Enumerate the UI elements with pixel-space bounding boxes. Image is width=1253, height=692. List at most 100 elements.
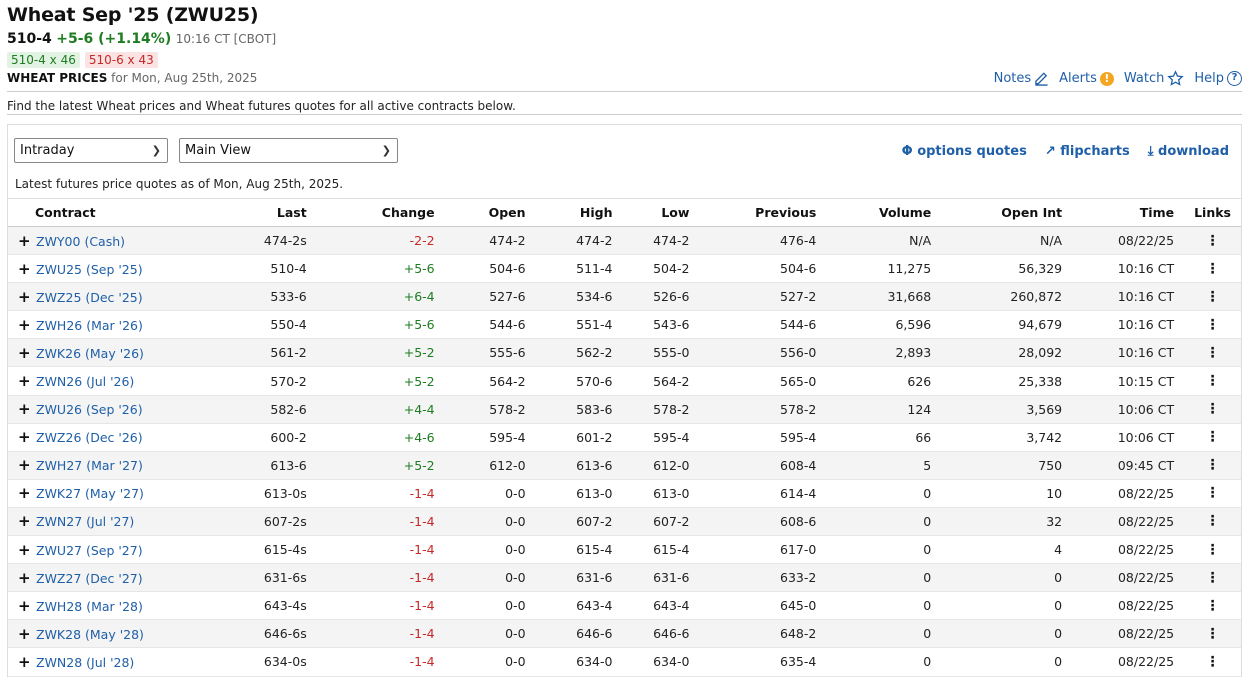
links-cell: ⋮: [1184, 282, 1241, 312]
period-select[interactable]: Intraday ❯: [14, 138, 168, 163]
more-vertical-icon[interactable]: ⋮: [1205, 625, 1220, 642]
help-link[interactable]: Help ?: [1194, 71, 1242, 86]
expand-plus-icon[interactable]: +: [18, 596, 31, 615]
col-high[interactable]: High: [535, 198, 623, 227]
expand-plus-icon[interactable]: +: [18, 456, 31, 475]
contract-link[interactable]: ZWZ25 (Dec '25): [36, 289, 143, 305]
high-cell: 583-6: [535, 395, 623, 424]
watch-link[interactable]: Watch: [1124, 70, 1185, 87]
last-cell: 582-6: [153, 395, 317, 424]
volume-cell: 0: [826, 563, 942, 593]
table-row: + ZWN27 (Jul '27) 607-2s -1-4 0-0 607-2 607-2 6…: [8, 507, 1241, 537]
links-cell: ⋮: [1184, 619, 1241, 649]
expand-plus-icon[interactable]: +: [18, 343, 31, 362]
volume-cell: 11,275: [826, 254, 942, 284]
expand-plus-icon[interactable]: +: [18, 568, 31, 587]
low-cell: 607-2: [622, 507, 700, 537]
high-cell: 634-0: [535, 647, 623, 677]
time-cell: 08/22/25: [1072, 226, 1185, 256]
expand-plus-icon[interactable]: +: [18, 428, 31, 447]
last-cell: 561-2: [153, 338, 317, 368]
open-cell: 555-6: [444, 338, 536, 368]
col-contract[interactable]: Contract: [8, 198, 154, 227]
contract-link[interactable]: ZWN28 (Jul '28): [36, 654, 135, 670]
col-open-int[interactable]: Open Int: [941, 198, 1073, 227]
low-cell: 631-6: [622, 563, 700, 593]
volume-cell: 0: [826, 591, 942, 621]
contract-link[interactable]: ZWZ27 (Dec '27): [36, 570, 143, 586]
expand-plus-icon[interactable]: +: [18, 372, 31, 391]
col-time[interactable]: Time: [1072, 198, 1185, 227]
contract-link[interactable]: ZWH28 (Mar '28): [36, 598, 143, 614]
contract-link[interactable]: ZWU26 (Sep '26): [36, 402, 143, 418]
contract-link[interactable]: ZWN26 (Jul '26): [36, 374, 135, 390]
change-cell: -1-4: [316, 563, 445, 593]
expand-plus-icon[interactable]: +: [18, 231, 31, 250]
change-cell: -1-4: [316, 507, 445, 537]
more-vertical-icon[interactable]: ⋮: [1205, 232, 1220, 249]
contract-link[interactable]: ZWU27 (Sep '27): [36, 542, 143, 558]
contract-link[interactable]: ZWZ26 (Dec '26): [36, 430, 143, 446]
open-int-cell: 3,742: [941, 423, 1073, 452]
contract-link[interactable]: ZWH26 (Mar '26): [36, 317, 143, 333]
col-volume[interactable]: Volume: [826, 198, 942, 227]
more-vertical-icon[interactable]: ⋮: [1205, 597, 1220, 614]
contract-link[interactable]: ZWK26 (May '26): [36, 345, 144, 361]
more-vertical-icon[interactable]: ⋮: [1205, 569, 1220, 586]
more-vertical-icon[interactable]: ⋮: [1205, 457, 1220, 474]
view-select[interactable]: Main View ❯: [179, 138, 398, 163]
more-vertical-icon[interactable]: ⋮: [1205, 429, 1220, 446]
expand-plus-icon[interactable]: +: [18, 512, 31, 531]
expand-plus-icon[interactable]: +: [18, 287, 31, 306]
contract-link[interactable]: ZWN27 (Jul '27): [36, 514, 135, 530]
time-cell: 08/22/25: [1072, 563, 1185, 593]
contract-link[interactable]: ZWY00 (Cash): [36, 233, 126, 249]
expand-plus-icon[interactable]: +: [18, 400, 31, 419]
alerts-link[interactable]: Alerts !: [1059, 71, 1114, 86]
more-vertical-icon[interactable]: ⋮: [1205, 653, 1220, 670]
col-low[interactable]: Low: [622, 198, 700, 227]
table-row: + ZWY00 (Cash) 474-2s -2-2 474-2 474-2 474-2 47…: [8, 226, 1241, 256]
more-vertical-icon[interactable]: ⋮: [1205, 401, 1220, 418]
more-vertical-icon[interactable]: ⋮: [1205, 260, 1220, 277]
options-quotes-link[interactable]: Φ options quotes: [902, 144, 1027, 159]
links-cell: ⋮: [1184, 563, 1241, 593]
links-cell: ⋮: [1184, 366, 1241, 396]
time-cell: 08/22/25: [1072, 647, 1185, 677]
more-vertical-icon[interactable]: ⋮: [1205, 344, 1220, 361]
more-vertical-icon[interactable]: ⋮: [1205, 288, 1220, 305]
contract-link[interactable]: ZWK28 (May '28): [36, 626, 144, 642]
more-vertical-icon[interactable]: ⋮: [1205, 373, 1220, 390]
more-vertical-icon[interactable]: ⋮: [1205, 485, 1220, 502]
flipcharts-link[interactable]: ↗ flipcharts: [1045, 144, 1130, 159]
previous-cell: 617-0: [699, 535, 827, 565]
contract-link[interactable]: ZWH27 (Mar '27): [36, 458, 143, 474]
more-vertical-icon[interactable]: ⋮: [1205, 513, 1220, 530]
time-cell: 08/22/25: [1072, 507, 1185, 537]
open-int-cell: 0: [941, 647, 1073, 677]
more-vertical-icon[interactable]: ⋮: [1205, 316, 1220, 333]
star-icon: [1167, 70, 1185, 86]
change-cell: -1-4: [316, 647, 445, 677]
col-last[interactable]: Last: [153, 198, 317, 227]
col-open[interactable]: Open: [444, 198, 536, 227]
expand-plus-icon[interactable]: +: [18, 624, 31, 643]
contract-link[interactable]: ZWU25 (Sep '25): [36, 261, 143, 277]
download-link[interactable]: ⤓ download: [1148, 144, 1229, 159]
time-cell: 10:16 CT: [1072, 338, 1185, 368]
contract-cell: + ZWH28 (Mar '28): [8, 591, 154, 621]
high-cell: 551-4: [535, 310, 623, 340]
expand-plus-icon[interactable]: +: [18, 259, 31, 278]
expand-plus-icon[interactable]: +: [18, 652, 31, 671]
open-int-cell: 750: [941, 451, 1073, 480]
col-previous[interactable]: Previous: [699, 198, 827, 227]
more-vertical-icon[interactable]: ⋮: [1205, 541, 1220, 558]
expand-plus-icon[interactable]: +: [18, 315, 31, 334]
open-int-cell: 260,872: [941, 282, 1073, 312]
col-change[interactable]: Change: [316, 198, 445, 227]
expand-plus-icon[interactable]: +: [18, 484, 31, 503]
low-cell: 555-0: [622, 338, 700, 368]
contract-link[interactable]: ZWK27 (May '27): [36, 486, 144, 502]
expand-plus-icon[interactable]: +: [18, 540, 31, 559]
notes-link[interactable]: Notes: [994, 71, 1050, 86]
